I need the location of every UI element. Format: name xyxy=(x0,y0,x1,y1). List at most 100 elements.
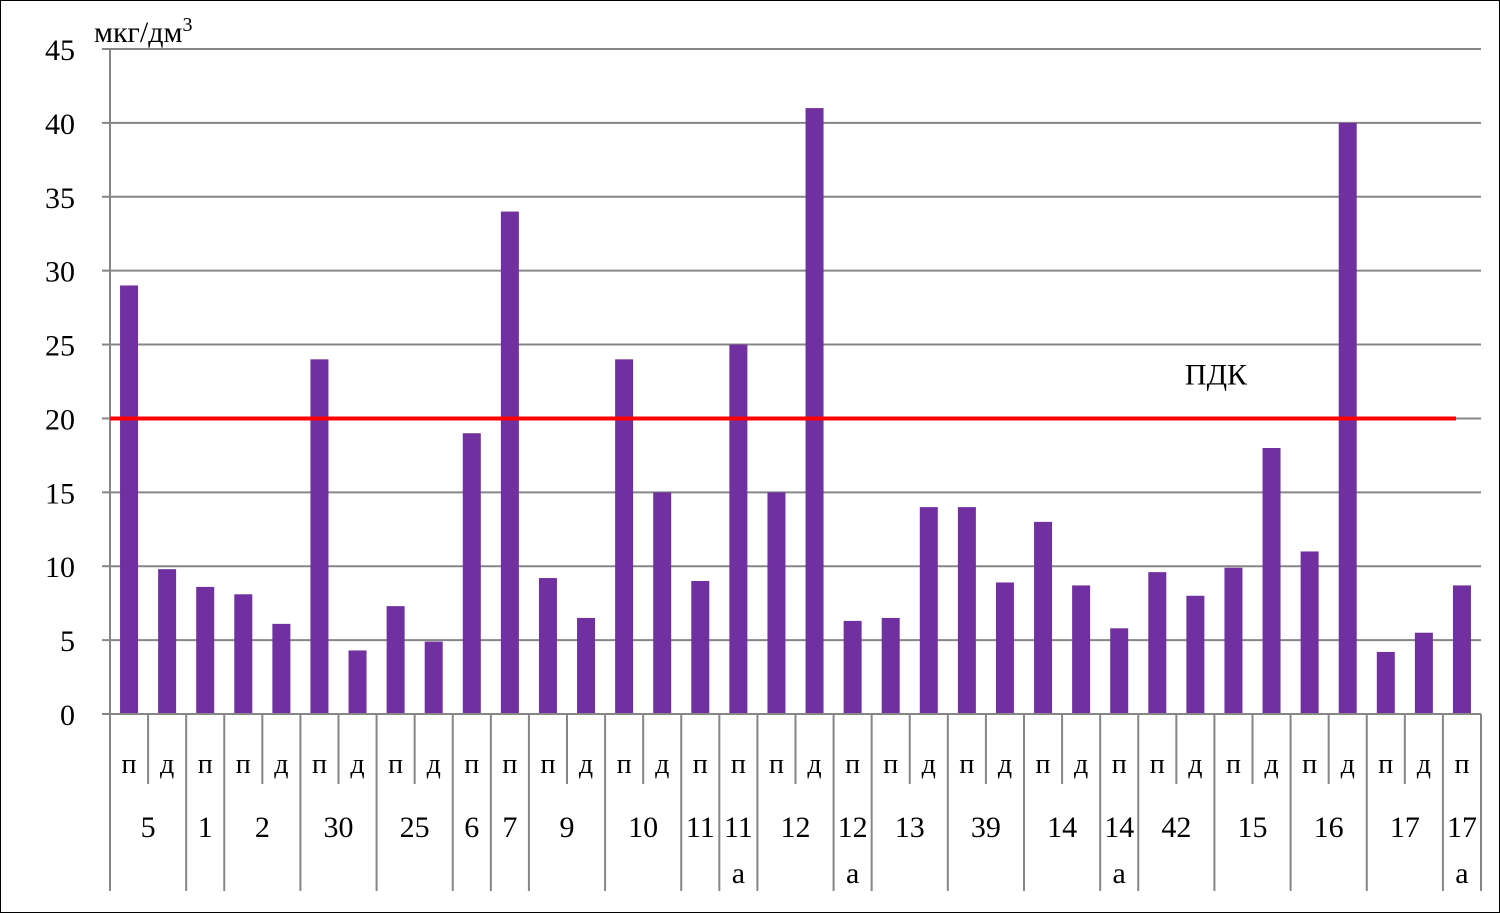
bar xyxy=(1186,595,1205,714)
x-sub-label: п xyxy=(1112,749,1127,780)
x-sub-label: п xyxy=(1378,749,1393,780)
bar xyxy=(386,606,405,714)
bar xyxy=(1034,521,1053,714)
bar xyxy=(234,594,253,714)
x-group-label: 15 xyxy=(1238,811,1268,844)
x-sub-label: п xyxy=(236,749,251,780)
bar xyxy=(1110,628,1129,714)
x-sub-label: д xyxy=(579,749,593,780)
x-group-label: 9 xyxy=(560,811,575,844)
bars xyxy=(120,108,1471,715)
x-sub-label: п xyxy=(540,749,555,780)
y-tick-label: 20 xyxy=(45,403,75,436)
x-sub-label: п xyxy=(731,749,746,780)
y-axis-unit-text: мкг/дм xyxy=(94,16,182,49)
x-group-label: 39 xyxy=(971,811,1001,844)
y-tick-label: 5 xyxy=(60,625,75,658)
x-sub-label: п xyxy=(502,749,517,780)
y-tick-label: 0 xyxy=(60,699,75,732)
x-group-label: 10 xyxy=(628,811,658,844)
y-tick-label: 30 xyxy=(45,256,75,289)
x-sub-label: д xyxy=(274,749,288,780)
x-group-label: 25 xyxy=(400,811,430,844)
x-group-label: 2 xyxy=(255,811,270,844)
y-tick-label: 35 xyxy=(45,182,75,215)
x-sub-label: п xyxy=(1226,749,1241,780)
x-sub-label: п xyxy=(388,749,403,780)
x-group-label: 30 xyxy=(324,811,354,844)
x-sub-label: п xyxy=(883,749,898,780)
bar xyxy=(957,507,976,714)
x-group-label: 42 xyxy=(1161,811,1191,844)
bar xyxy=(805,108,824,715)
y-axis-unit-superscript: 3 xyxy=(182,14,192,36)
x-sub-label: п xyxy=(312,749,327,780)
bar xyxy=(881,617,900,714)
y-tick-label: 15 xyxy=(45,477,75,510)
x-sub-label: п xyxy=(693,749,708,780)
x-group-label: а xyxy=(1113,857,1126,890)
x-sub-label: п xyxy=(464,749,479,780)
x-group-label: 11 xyxy=(724,811,753,844)
x-group-label: а xyxy=(1455,857,1468,890)
bar xyxy=(348,650,367,714)
x-sub-label: п xyxy=(769,749,784,780)
x-group-label: 17 xyxy=(1447,811,1477,844)
bar xyxy=(1224,567,1243,714)
bar xyxy=(1300,551,1319,714)
x-group-label: 6 xyxy=(464,811,479,844)
bar xyxy=(424,641,443,714)
reference-line-label: ПДК xyxy=(1185,358,1248,391)
bar xyxy=(1452,585,1471,714)
x-sub-label: п xyxy=(122,749,137,780)
x-group-label: 13 xyxy=(895,811,925,844)
y-tick-label: 10 xyxy=(45,551,75,584)
y-axis-ticks: 0 5 10 15 20 25 30 35 40 45 xyxy=(45,34,110,732)
x-sub-label: п xyxy=(1150,749,1165,780)
bar xyxy=(158,569,177,714)
bar xyxy=(1414,632,1433,714)
bar xyxy=(653,492,672,714)
x-sub-label: п xyxy=(198,749,213,780)
bar xyxy=(1148,572,1167,714)
bar xyxy=(538,578,557,714)
x-sub-label: д xyxy=(1264,749,1278,780)
bar xyxy=(729,344,748,714)
x-group-label: 16 xyxy=(1314,811,1344,844)
bar xyxy=(1072,585,1091,714)
x-group-label: 1 xyxy=(198,811,213,844)
x-sub-label: п xyxy=(1454,749,1469,780)
x-sub-label: п xyxy=(845,749,860,780)
x-group-label: 12 xyxy=(781,811,811,844)
bar xyxy=(843,620,862,714)
x-sub-label: д xyxy=(427,749,441,780)
x-group-label: а xyxy=(846,857,859,890)
x-sub-label: д xyxy=(807,749,821,780)
y-tick-label: 25 xyxy=(45,330,75,363)
x-group-label: 14 xyxy=(1047,811,1077,844)
x-sub-label: п xyxy=(959,749,974,780)
x-sub-label: д xyxy=(350,749,364,780)
x-sub-label: д xyxy=(1074,749,1088,780)
x-sub-label: п xyxy=(1302,749,1317,780)
bar xyxy=(120,285,139,714)
x-group-label: 7 xyxy=(502,811,517,844)
bar xyxy=(500,211,519,715)
bar xyxy=(577,617,596,714)
bar xyxy=(196,586,215,714)
x-sub-label: д xyxy=(160,749,174,780)
x-sub-label: д xyxy=(1188,749,1202,780)
x-sub-label: п xyxy=(617,749,632,780)
x-axis-categories: п д п п д п д п д п п п д п д п п п д п п д п д п д п п д п д п д п д п5 1 2 3… xyxy=(109,714,1482,891)
y-tick-label: 45 xyxy=(45,34,75,67)
y-axis-unit-label: мкг/дм3 xyxy=(94,14,192,49)
bar xyxy=(691,581,710,714)
bar xyxy=(995,582,1014,714)
bar xyxy=(462,433,481,714)
x-group-label: 17 xyxy=(1390,811,1420,844)
x-sub-label: д xyxy=(1341,749,1355,780)
x-sub-label: д xyxy=(922,749,936,780)
x-group-label: 14 xyxy=(1104,811,1134,844)
